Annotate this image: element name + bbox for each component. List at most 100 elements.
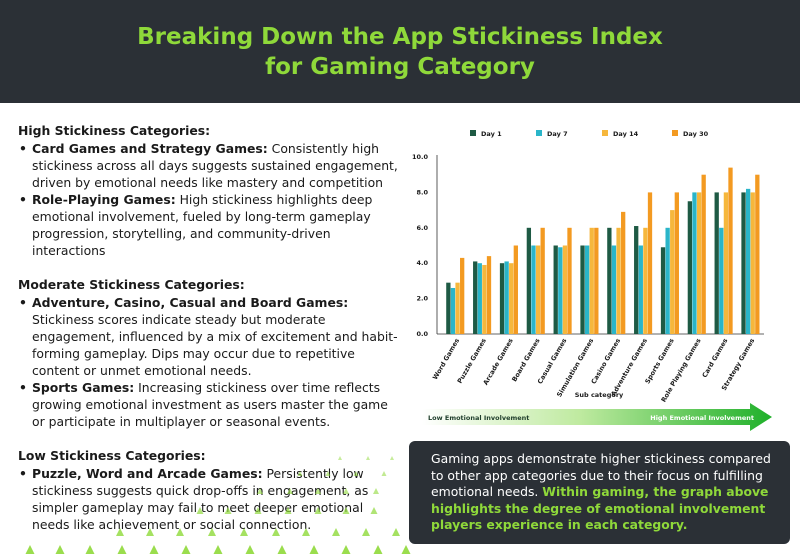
bar xyxy=(616,227,621,334)
legend-swatch xyxy=(536,130,542,136)
item-bold: Card Games and Strategy Games: xyxy=(32,141,268,156)
callout-highlight: Within gaming, the graph above highlight… xyxy=(431,484,769,532)
bar xyxy=(531,245,536,334)
legend-label: Day 1 xyxy=(481,130,502,138)
decorative-triangle xyxy=(401,545,411,554)
bar xyxy=(755,174,760,334)
bar xyxy=(482,264,487,334)
bar xyxy=(513,245,518,334)
bar xyxy=(638,245,643,334)
y-tick-label: 6.0 xyxy=(416,224,428,232)
bar xyxy=(446,282,451,334)
bar xyxy=(692,192,697,334)
legend-swatch xyxy=(602,130,608,136)
legend-swatch xyxy=(672,130,678,136)
bar xyxy=(647,192,653,334)
bar xyxy=(594,227,599,334)
moderate-stickiness-title: Moderate Stickiness Categories: xyxy=(18,277,245,292)
bar xyxy=(473,261,478,334)
bar xyxy=(643,227,648,334)
item-text: Stickiness scores indicate steady but mo… xyxy=(32,312,398,378)
bar xyxy=(701,174,706,334)
bar xyxy=(450,287,456,334)
bar xyxy=(504,261,509,334)
arrow-left-label: Low Emotional Involvement xyxy=(428,414,529,422)
chart-svg: Day 1 Day 7 Day 14 Day 30 0.0 2.0 4.0 6.0 8.0 10.… xyxy=(412,130,772,431)
item-bold: Adventure, Casino, Casual and Board Game… xyxy=(32,295,349,310)
legend-label: Day 14 xyxy=(613,130,639,138)
bar xyxy=(486,256,492,334)
bar xyxy=(509,263,514,334)
high-stickiness-title: High Stickiness Categories: xyxy=(18,123,211,138)
x-tick-label: Board Games xyxy=(510,337,541,383)
y-tick-label: 2.0 xyxy=(416,295,428,303)
bar xyxy=(611,245,617,334)
list-item: Adventure, Casino, Casual and Board Game… xyxy=(18,294,398,379)
bar xyxy=(499,263,505,334)
list-item: Card Games and Strategy Games: Consisten… xyxy=(18,140,398,191)
page-title-line2: for Gaming Category xyxy=(265,53,535,80)
item-bold: Puzzle, Word and Arcade Games: xyxy=(32,466,263,481)
bar xyxy=(580,245,585,334)
bar xyxy=(540,227,545,334)
list-item: Puzzle, Word and Arcade Games: Persisten… xyxy=(18,465,398,533)
low-stickiness-title: Low Stickiness Categories: xyxy=(18,448,206,463)
y-tick-label: 4.0 xyxy=(416,259,428,267)
bar xyxy=(665,227,670,334)
bar xyxy=(670,210,675,334)
bar xyxy=(535,245,541,334)
summary-callout: Gaming apps demonstrate higher stickines… xyxy=(409,441,790,544)
bar xyxy=(714,192,719,334)
item-text: High stickiness highlights deep emotiona… xyxy=(32,192,373,258)
arrow-right-label: High Emotional Involvement xyxy=(650,414,754,422)
y-tick-label: 0.0 xyxy=(416,330,428,338)
legend-label: Day 30 xyxy=(683,130,709,138)
bar xyxy=(723,192,729,334)
bar xyxy=(477,263,482,334)
bar xyxy=(696,192,702,334)
y-tick-label: 8.0 xyxy=(416,188,428,196)
bar xyxy=(687,201,693,334)
bar xyxy=(562,245,568,334)
bar xyxy=(660,247,666,334)
item-text: Consistently high stickiness across all … xyxy=(32,141,398,190)
x-tick-label: Word Games xyxy=(431,337,461,381)
item-bold: Sports Games: xyxy=(32,380,135,395)
stickiness-descriptions: High Stickiness Categories: Card Games a… xyxy=(18,122,398,550)
legend-label: Day 7 xyxy=(547,130,568,138)
bar xyxy=(567,227,572,334)
bar xyxy=(719,227,724,334)
emotional-involvement-arrow xyxy=(422,403,772,431)
x-tick-label: Card Games xyxy=(701,337,730,379)
bar xyxy=(728,167,733,334)
bar xyxy=(526,227,532,334)
item-bold: Role-Playing Games: xyxy=(32,192,176,207)
legend-swatch xyxy=(470,130,476,136)
bar xyxy=(621,211,626,334)
bar xyxy=(460,257,465,334)
y-tick-label: 10.0 xyxy=(412,153,429,161)
x-tick-label: Puzzle Games xyxy=(456,337,488,385)
bar xyxy=(741,192,746,334)
bar xyxy=(745,188,751,334)
list-item: Sports Games: Increasing stickiness over… xyxy=(18,379,398,430)
bar xyxy=(634,226,639,334)
bar xyxy=(589,227,594,334)
bar xyxy=(584,245,590,334)
stickiness-bar-chart: Day 1 Day 7 Day 14 Day 30 0.0 2.0 4.0 6.0 8.0 10.… xyxy=(408,118,790,440)
bar xyxy=(674,192,679,334)
bar xyxy=(750,192,755,334)
low-stickiness-section: Low Stickiness Categories: Puzzle, Word … xyxy=(18,447,398,533)
list-item: Role-Playing Games: High stickiness high… xyxy=(18,191,398,259)
bar xyxy=(607,227,612,334)
header-banner: Breaking Down the App Stickiness Index f… xyxy=(0,0,800,103)
moderate-stickiness-section: Moderate Stickiness Categories: Adventur… xyxy=(18,276,398,430)
page-title-line1: Breaking Down the App Stickiness Index xyxy=(137,23,663,50)
bar xyxy=(553,245,558,334)
x-axis-label: Sub category xyxy=(575,391,624,399)
high-stickiness-section: High Stickiness Categories: Card Games a… xyxy=(18,122,398,259)
item-text: Increasing stickiness over time reflects… xyxy=(32,380,388,429)
bar xyxy=(558,247,563,334)
bar xyxy=(455,282,460,334)
callout-text: Gaming apps demonstrate higher stickines… xyxy=(431,451,771,499)
